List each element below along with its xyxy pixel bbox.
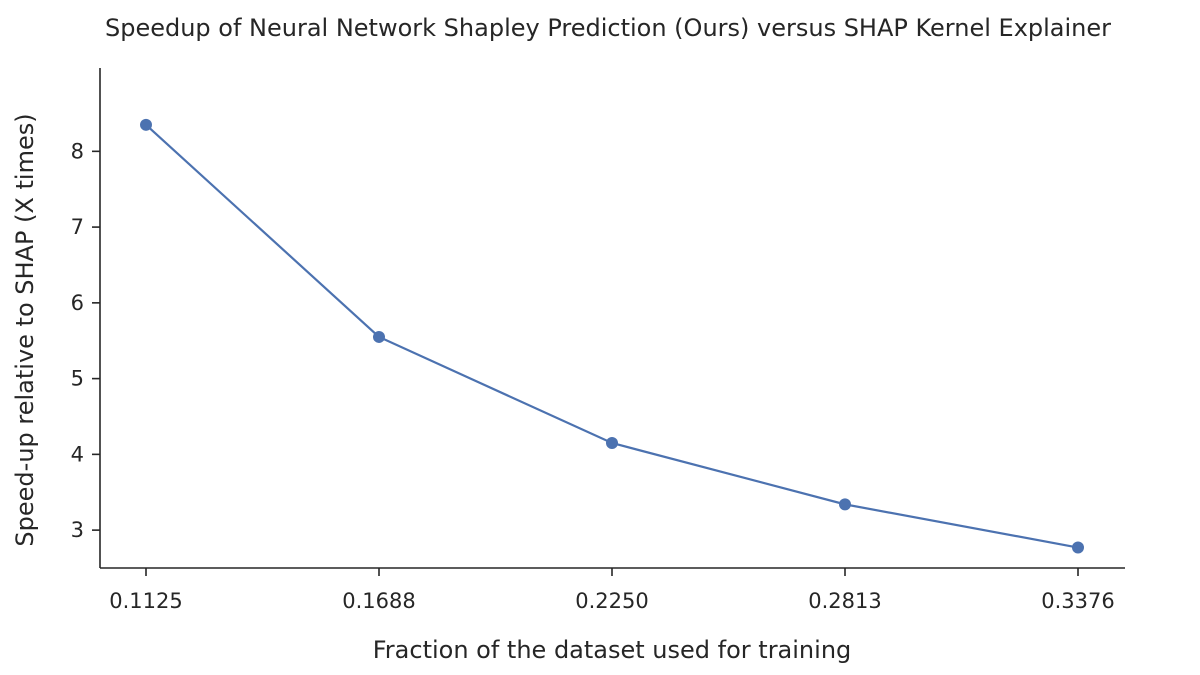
y-tick-label: 4	[71, 442, 84, 466]
data-point	[1072, 541, 1084, 554]
y-tick-label: 6	[71, 291, 84, 315]
data-point	[373, 330, 385, 343]
x-tick-label: 0.2813	[808, 589, 881, 613]
series-line	[145, 124, 1079, 549]
data-point	[140, 118, 152, 131]
y-tick-label: 7	[71, 215, 84, 239]
x-tick-label: 0.1125	[109, 589, 182, 613]
x-tick-label: 0.1688	[342, 589, 415, 613]
chart-title: Speedup of Neural Network Shapley Predic…	[105, 14, 1111, 42]
x-axis-ticks: 0.1125 0.1688 0.2250 0.2813 0.3376	[109, 568, 1115, 613]
y-tick-label: 5	[71, 367, 84, 391]
data-point	[839, 498, 851, 511]
series-group	[140, 118, 1084, 554]
axes	[99, 68, 1125, 569]
y-axis-label: Speed-up relative to SHAP (X times)	[11, 113, 39, 546]
y-axis-ticks: 3 4 5 6 7 8	[71, 139, 100, 542]
y-tick-label: 8	[71, 139, 84, 163]
data-point	[606, 437, 618, 449]
x-tick-label: 0.2250	[575, 589, 648, 613]
x-axis-label: Fraction of the dataset used for trainin…	[373, 636, 852, 664]
y-tick-label: 3	[71, 518, 84, 542]
x-tick-label: 0.3376	[1041, 589, 1114, 613]
